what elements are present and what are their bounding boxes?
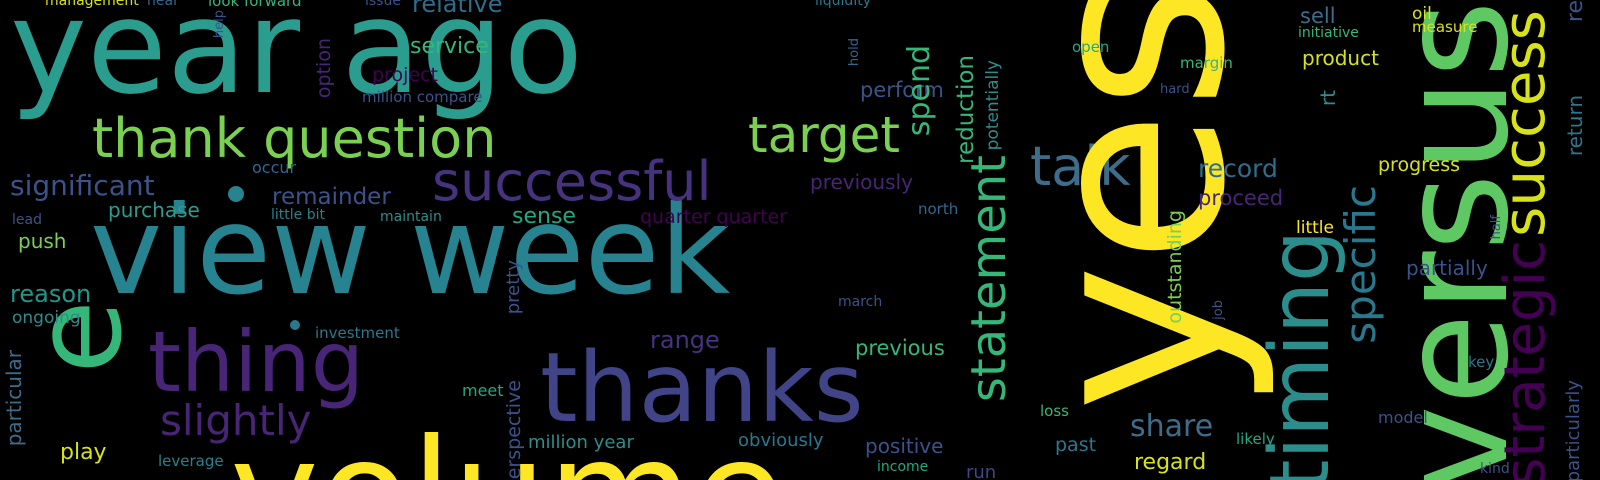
word-rt: rt [1316,90,1340,107]
word-reduction: reduction [953,55,979,164]
word-management: management [45,0,139,9]
word-issue: issue [365,0,401,9]
word-loss: loss [1040,402,1069,420]
dot-decoration [290,320,300,330]
word-spend: spend [902,45,937,137]
word-meet: meet [462,381,504,400]
word-service: service [410,34,489,59]
word-maintain: maintain [380,209,442,225]
word-thanks: thanks [540,332,864,444]
word-initiative: initiative [1298,25,1359,41]
word-thing: thing [148,313,365,411]
word-lead: lead [12,212,42,228]
word-ongoing: ongoing [12,308,81,328]
word-potentially: potentially [983,60,1003,151]
word-job: job [1211,300,1226,320]
word-target: target [748,106,901,164]
word-particularly: particularly [1563,380,1584,480]
word-successful: successful [432,150,712,213]
word-option: option [313,38,335,99]
word-volume: volume [230,420,786,480]
word-partially: partially [1406,256,1488,280]
word-oil: oil [1412,4,1432,24]
word-outstanding: outstanding [1164,210,1186,324]
word-open: open [1072,38,1110,56]
word-income: income [877,459,929,475]
word-near: near [147,0,179,9]
word-return: return [1563,95,1587,157]
word-little: little [1296,218,1334,238]
word-past: past [1055,434,1097,456]
word-regard: regard [1134,450,1207,475]
word-thank-question: thank question [92,107,497,170]
word-investment: investment [315,324,400,342]
word-north: north [918,200,959,218]
word-talk: talk [1030,135,1131,198]
word-perspective: perspective [503,380,525,480]
word-significant: significant [10,169,155,202]
word-proceed: proceed [1198,186,1284,210]
word-little-bit: little bit [271,207,325,223]
word-previously: previously [810,170,913,194]
word-project: project [372,64,438,86]
word-relative: relative [412,0,503,18]
word-leverage: leverage [158,452,224,470]
word-particular: particular [2,350,26,447]
word-positive: positive [865,434,944,458]
word-sell: sell [1300,4,1336,28]
word-kind: kind [1480,461,1510,477]
word-measure: measure [1412,18,1478,36]
word-view-week: view week [90,180,731,322]
word-record: record [1198,154,1278,183]
word-product: product [1302,46,1379,70]
word-pretty: pretty [503,260,524,315]
word-hard: hard [1160,82,1190,97]
word-key: key [1468,353,1495,371]
word-previous: previous [855,336,945,360]
word-push: push [18,229,67,253]
word-run: run [966,462,997,480]
word-success: success [1490,10,1558,237]
word-range: range [650,326,720,354]
word-million-year: million year [528,432,634,453]
word-perform: perform [860,78,944,102]
word-liquidity: liquidity [815,0,871,9]
word-purchase: purchase [108,198,200,222]
word-hold: hold [847,38,862,67]
word-slightly: slightly [160,396,312,445]
word-obviously: obviously [738,430,824,451]
word-quarter-quarter: quarter quarter [640,206,788,228]
word-play: play [60,440,107,465]
word-remainder: remainder [272,184,391,210]
word-sense: sense [512,204,576,229]
word-help: help [212,10,227,39]
word-progress: progress [1378,154,1461,176]
word-share: share [1130,409,1214,444]
word-million-compare: million compare [362,88,483,106]
dot-decoration [228,186,244,202]
word-occur: occur [252,158,297,177]
word-look-forward: look forward [208,0,302,10]
word-strategic: strategic [1493,240,1558,480]
word-reason: reason [10,280,92,308]
word-likely: likely [1236,430,1275,448]
word-margin: margin [1180,54,1233,72]
word-re: re [1563,0,1588,23]
word-half: half [1489,215,1504,240]
word-year-ago: year ago [10,0,584,123]
word-march: march [838,294,883,310]
word-model: model [1378,408,1428,427]
